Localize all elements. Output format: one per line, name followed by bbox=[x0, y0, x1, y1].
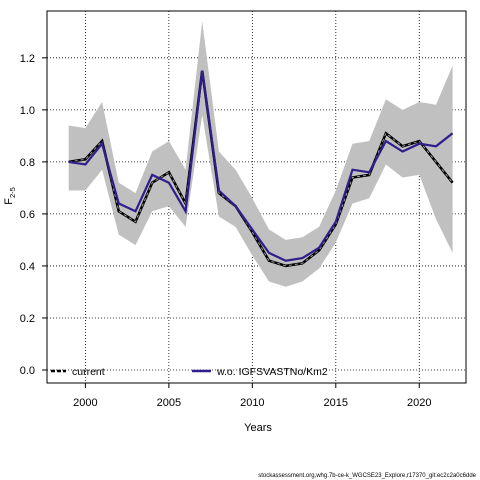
y-tick-label-5: 1.0 bbox=[20, 105, 35, 117]
svg-text:F2-5: F2-5 bbox=[3, 187, 17, 205]
series-layer bbox=[68, 70, 454, 268]
y-tick-label-0: 0.0 bbox=[20, 365, 35, 377]
x-tick-label-3: 2015 bbox=[324, 397, 348, 409]
y-axis-title-main: F bbox=[3, 198, 15, 205]
series-line-current-dash bbox=[68, 70, 453, 267]
confidence-band bbox=[68, 21, 453, 287]
plot-frame bbox=[46, 10, 467, 384]
y-tick-label-1: 0.2 bbox=[20, 313, 35, 325]
series-line-wo bbox=[68, 70, 454, 262]
legend: current w.o. IGFSVASTNo/Km2 bbox=[51, 366, 328, 378]
x-tick-label-0: 2000 bbox=[73, 397, 97, 409]
y-tick-label-6: 1.2 bbox=[20, 53, 35, 65]
x-axis-title: Years bbox=[244, 422, 272, 434]
footer-source-text: stockassessment.org,whg.7b-ce-k_WGCSE23_… bbox=[258, 473, 476, 479]
x-axis-ticks: 2000 2005 2010 2015 2020 bbox=[73, 383, 432, 409]
y-axis-title-sub: 2-5 bbox=[8, 187, 17, 198]
y-tick-label-3: 0.6 bbox=[20, 209, 35, 221]
legend-label-wo: w.o. IGFSVASTNo/Km2 bbox=[216, 366, 328, 378]
y-tick-label-4: 0.8 bbox=[20, 157, 35, 169]
x-tick-label-2: 2010 bbox=[240, 397, 264, 409]
x-tick-label-1: 2005 bbox=[157, 397, 181, 409]
legend-label-current: current bbox=[72, 366, 105, 378]
y-axis-ticks: 0.0 0.2 0.4 0.6 0.8 1.0 1.2 bbox=[20, 53, 47, 377]
y-tick-label-2: 0.4 bbox=[20, 261, 35, 273]
x-tick-label-4: 2020 bbox=[407, 397, 431, 409]
y-axis-title: F2-5 bbox=[3, 187, 17, 205]
